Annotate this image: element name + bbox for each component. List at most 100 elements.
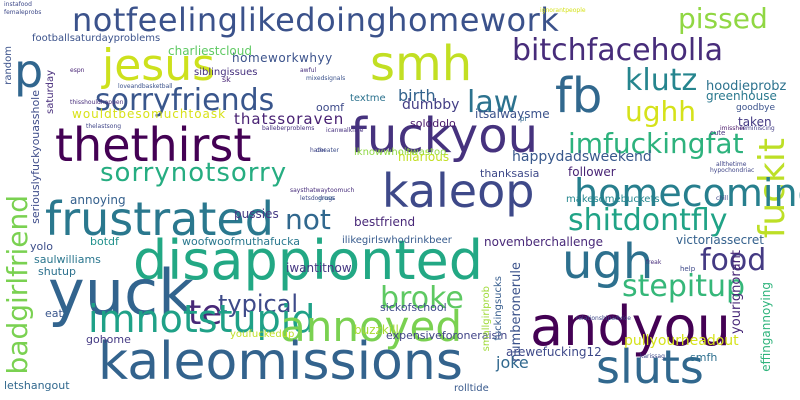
word: textme: [350, 93, 386, 104]
word: botdf: [90, 235, 119, 248]
word: fb: [555, 68, 603, 124]
word: thelastsong: [86, 123, 122, 130]
word: te: [188, 293, 223, 333]
word: annoyed: [280, 302, 463, 351]
word: ughh: [625, 95, 697, 128]
word: thanksasia: [480, 167, 540, 180]
word: loveandbasketball: [118, 83, 173, 90]
word: makesomebuckets: [566, 194, 660, 205]
word: birth: [398, 86, 436, 105]
word: karissag: [640, 353, 665, 360]
word: footballsaturdayproblems: [32, 33, 161, 44]
word: freak: [646, 259, 662, 266]
word: taken: [738, 115, 772, 129]
word: chill: [716, 195, 729, 202]
word: awful: [300, 67, 317, 74]
word: espn: [70, 67, 85, 74]
word: iknowwhoitwastoo: [354, 147, 447, 158]
word: goodbye: [736, 103, 776, 113]
word: pussies: [234, 207, 279, 221]
word: badgirlfriend: [1, 195, 34, 375]
word: femaleprobs: [4, 9, 42, 16]
word: cute: [710, 129, 726, 137]
word: yolo: [30, 240, 54, 253]
word: happydadsweekend: [512, 149, 652, 165]
word: ugh: [562, 234, 654, 290]
word: bitchfaceholla: [512, 33, 723, 68]
word: annoying: [70, 193, 126, 207]
word: saulwilliams: [34, 253, 101, 266]
word: rolltide: [454, 383, 489, 394]
word: youfuckedup: [230, 329, 295, 340]
word: charliestcloud: [168, 44, 252, 58]
word: thatssoraven: [234, 110, 345, 128]
word: icanwalkfine: [326, 127, 364, 134]
word: kaleomissions: [98, 332, 463, 392]
word: typical: [218, 290, 299, 318]
word: solodolo: [410, 117, 456, 130]
word: yourignorant: [729, 250, 744, 334]
word: jesus: [102, 40, 216, 91]
word: gohome: [86, 333, 131, 346]
word: imissher: [720, 125, 746, 132]
word: smfh: [690, 351, 718, 364]
word: expensiveforoneraisin: [386, 329, 508, 342]
word: smh: [370, 36, 473, 92]
word: follower: [568, 165, 616, 179]
word: pr: [520, 115, 528, 123]
word: fuckingsucks: [493, 276, 504, 341]
word: instafood: [4, 1, 32, 8]
word: buzzkill: [354, 323, 399, 337]
word: law: [467, 85, 519, 120]
word: hypochondriac: [710, 167, 755, 174]
word: shitdontfly: [568, 203, 728, 238]
word: homeworkwhyy: [232, 51, 333, 65]
word: woofwoofmuthafucka: [182, 235, 300, 248]
word: klutz: [625, 63, 698, 98]
word: notfeelinglikedoinghomework: [72, 1, 560, 39]
word: thisshouldhappen: [70, 99, 124, 106]
word: gross: [318, 195, 335, 202]
word: thethirst: [55, 118, 252, 172]
word: iwantitnow: [286, 261, 352, 275]
word: ignorantpeople: [540, 7, 586, 14]
word: help: [680, 265, 696, 273]
word: sk: [222, 75, 231, 84]
word: not: [285, 203, 331, 236]
word: relationshipadvice: [576, 315, 631, 322]
word: balleberproblems: [262, 125, 315, 132]
word: hater: [310, 147, 326, 154]
word: siblingissues: [194, 67, 258, 78]
word: novemberchallenge: [484, 235, 604, 249]
word: bestfriend: [354, 215, 416, 229]
word: fuckyou: [350, 108, 538, 164]
word: effingannoying: [759, 282, 773, 372]
word: dumbby: [402, 97, 460, 113]
word: ilikegirlswhodrinkbeer: [342, 235, 452, 246]
word: itsalwaysme: [475, 107, 550, 121]
word: disappionted: [133, 229, 483, 292]
word: smallgirlprob: [481, 286, 492, 352]
word: sorryfriends: [95, 83, 275, 118]
word: yuck: [48, 256, 194, 329]
word: allthetime: [716, 161, 747, 168]
word: pissed: [678, 2, 768, 35]
word: sluts: [596, 340, 704, 394]
word: greenhouse: [706, 89, 777, 103]
word: saysthatwaytoomuch: [290, 187, 355, 194]
word: imfuckingfat: [568, 127, 744, 160]
word: p: [14, 44, 44, 98]
word: andyou: [530, 295, 731, 358]
word: stepitup: [622, 269, 746, 304]
word: imnotstupid: [88, 297, 316, 341]
word: saturday: [45, 70, 56, 114]
word: frustrated: [45, 192, 274, 246]
word: oomf: [316, 101, 345, 114]
word: homecoming: [574, 171, 800, 215]
word: kaleop: [382, 164, 535, 218]
word: hoodieprobz: [706, 79, 787, 94]
word: joke: [496, 353, 529, 372]
word: cheater: [316, 147, 339, 154]
word: letshangout: [4, 379, 70, 392]
